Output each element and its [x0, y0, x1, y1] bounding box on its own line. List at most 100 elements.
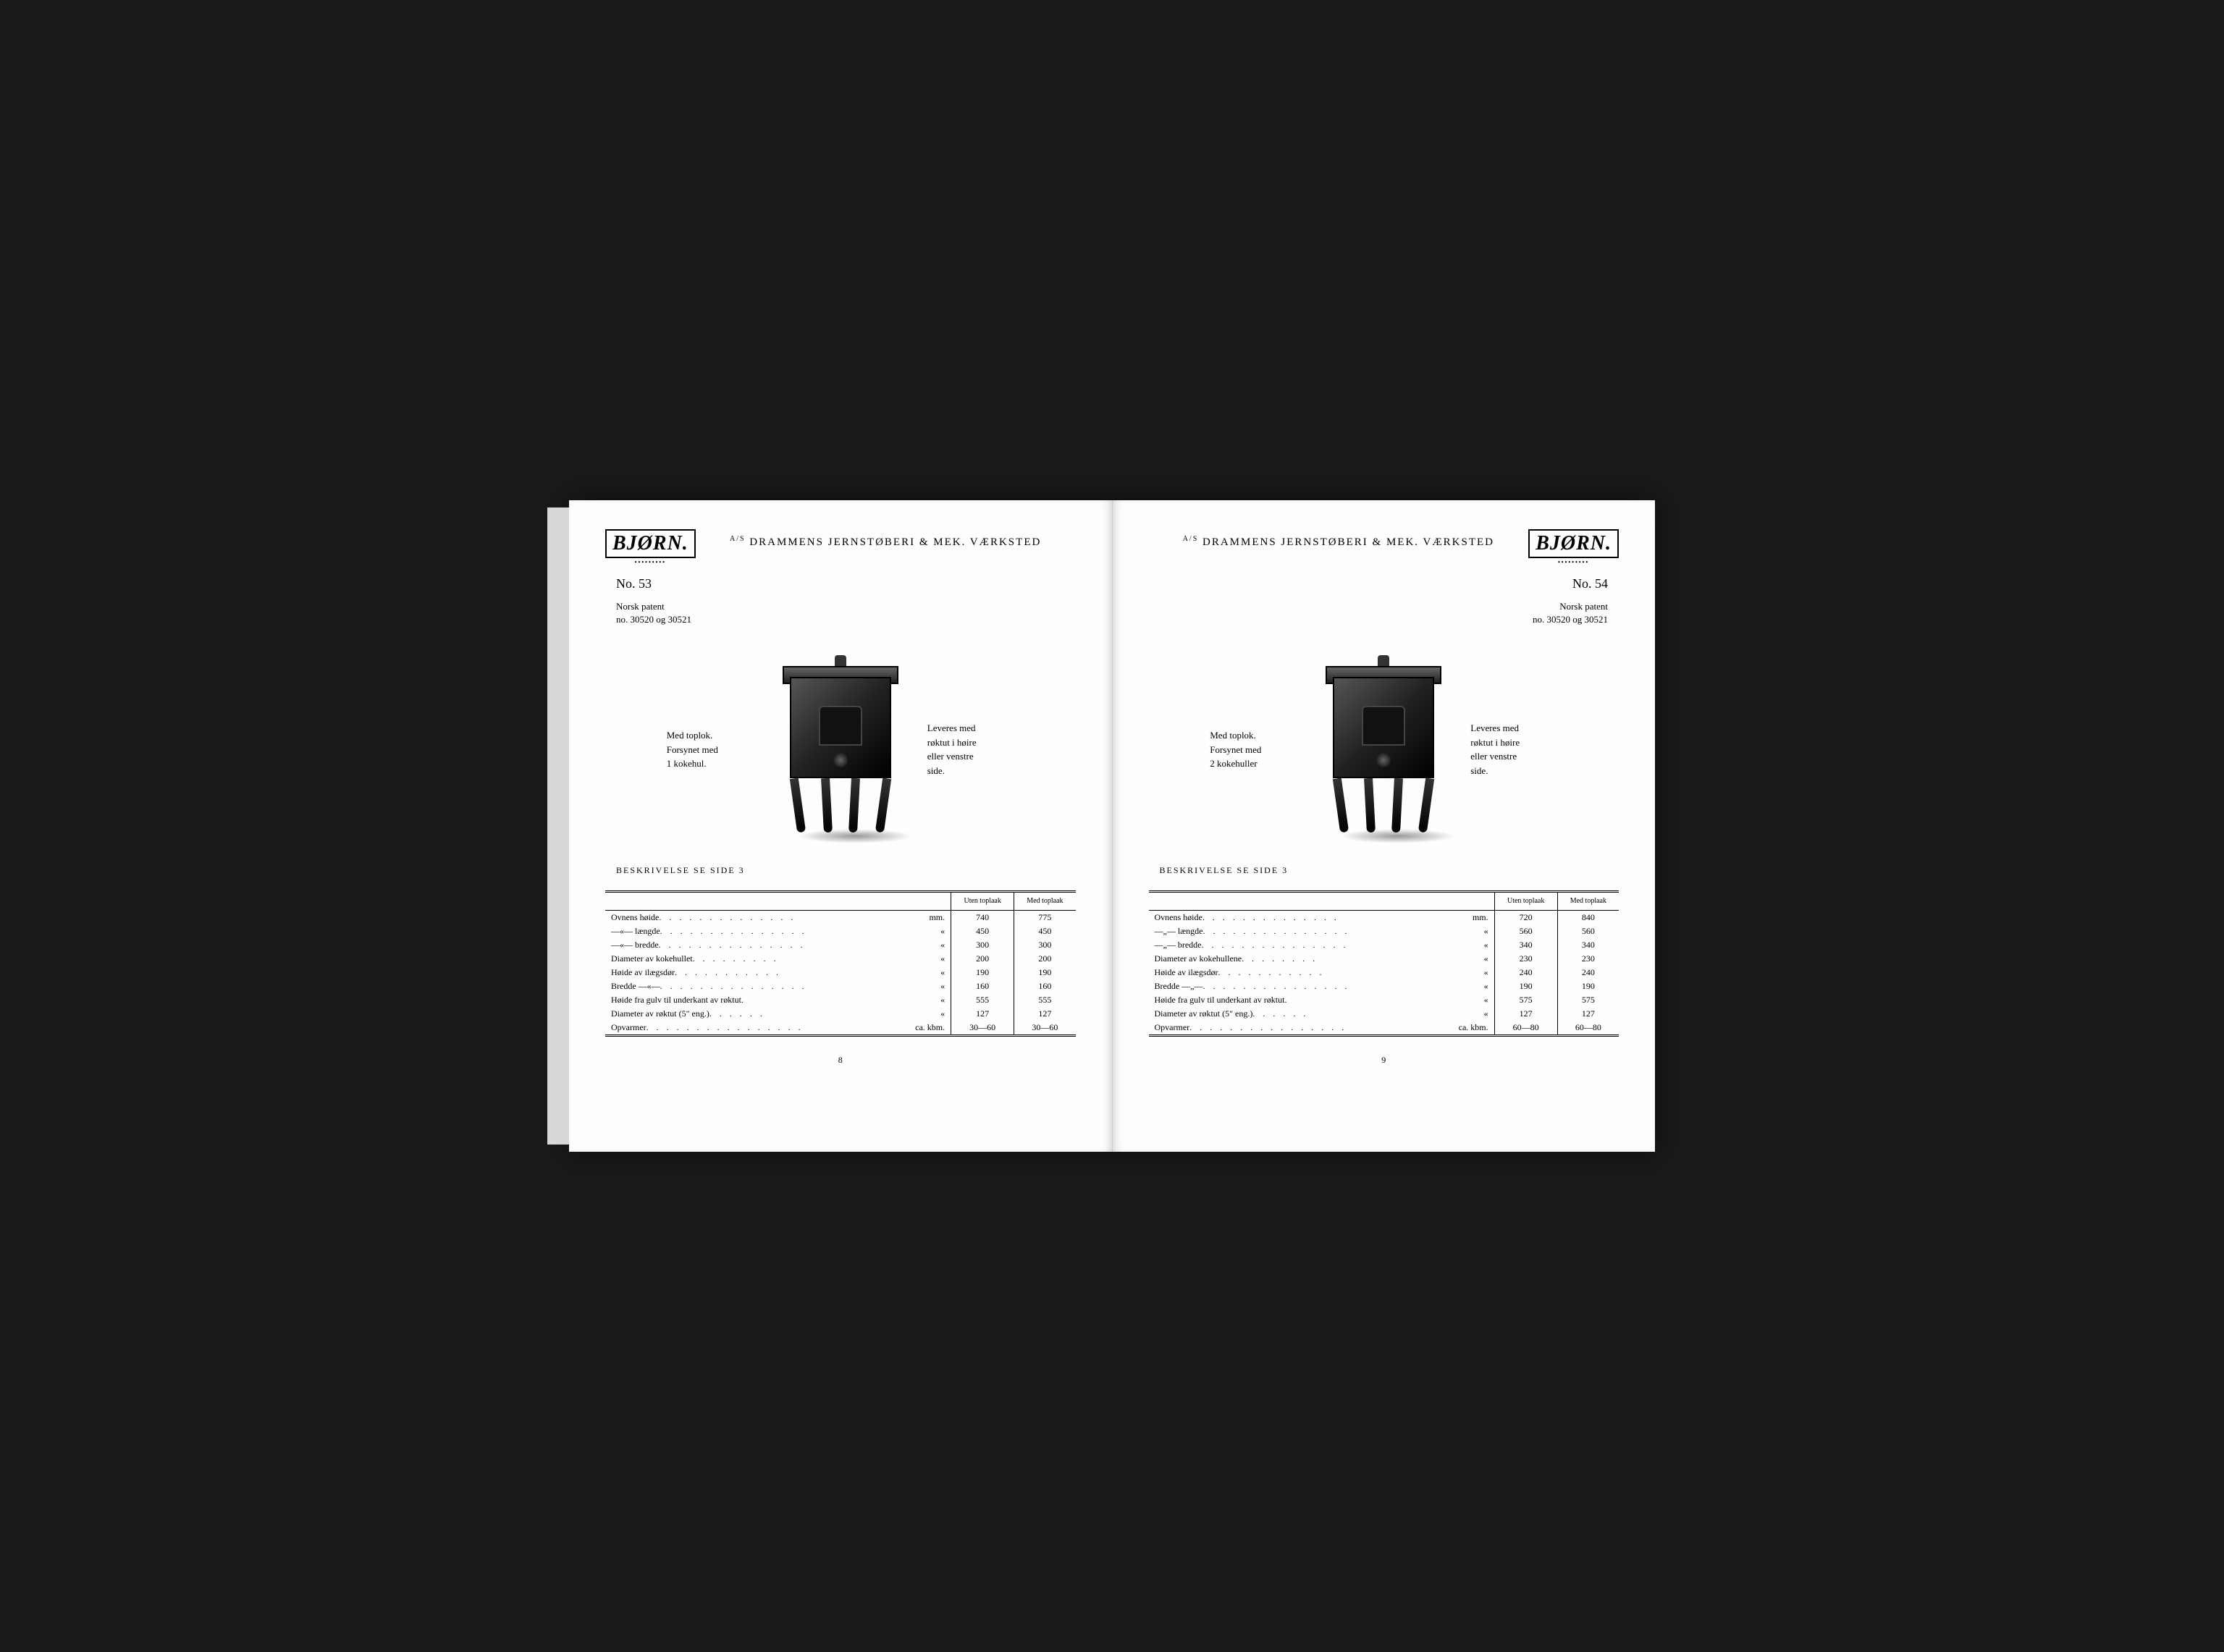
table-row: Ovnens høide . . . . . . . . . . . . . .… [605, 911, 1076, 925]
table-row: Diameter av røktut (5" eng.) . . . . . .… [605, 1007, 1076, 1021]
table-row: Høide fra gulv til underkant av røktut .… [1149, 993, 1619, 1007]
spec-value-1: 560 [1494, 924, 1557, 938]
spec-value-1: 60—80 [1494, 1021, 1557, 1034]
spec-value-2: 450 [1014, 924, 1076, 938]
col-header-1: Uten toplaak [1494, 893, 1557, 911]
table-row: —«— bredde . . . . . . . . . . . . . . .… [605, 938, 1076, 952]
spec-value-2: 60—80 [1557, 1021, 1619, 1034]
side-text-left: Med toplok. Forsynet med 1 kokehul. [667, 728, 754, 771]
table-row: —„— bredde . . . . . . . . . . . . . . .… [1149, 938, 1619, 952]
spec-value-2: 127 [1557, 1007, 1619, 1021]
spec-label: —«— længde . . . . . . . . . . . . . . .… [605, 924, 951, 938]
header-left: BJØRN. No. 53 Norsk patent no. 30520 og … [605, 529, 1076, 626]
book-spread: BJØRN. No. 53 Norsk patent no. 30520 og … [569, 500, 1655, 1152]
spec-value-1: 720 [1494, 911, 1557, 925]
description-reference: BESKRIVELSE SE SIDE 3 [616, 865, 1076, 876]
spec-value-1: 127 [951, 1007, 1014, 1021]
spec-value-1: 30—60 [951, 1021, 1014, 1034]
meta-left: No. 53 Norsk patent no. 30520 og 30521 [616, 576, 696, 626]
patent-line2: no. 30520 og 30521 [1528, 613, 1608, 626]
spec-label: —«— bredde . . . . . . . . . . . . . . .… [605, 938, 951, 952]
col-header-2: Med toplaak [1014, 893, 1076, 911]
brand-logo: BJØRN. [1528, 529, 1619, 558]
spec-label: —„— længde . . . . . . . . . . . . . . .… [1149, 924, 1495, 938]
spec-value-1: 127 [1494, 1007, 1557, 1021]
table-row: Diameter av kokehullene . . . . . . . . … [1149, 952, 1619, 966]
model-number: No. 53 [616, 576, 696, 591]
model-number: No. 54 [1528, 576, 1608, 591]
spec-value-2: 300 [1014, 938, 1076, 952]
table-row: Opvarmer . . . . . . . . . . . . . . . .… [1149, 1021, 1619, 1034]
spec-value-2: 190 [1014, 966, 1076, 979]
spec-value-1: 340 [1494, 938, 1557, 952]
spec-value-2: 240 [1557, 966, 1619, 979]
patent-line2: no. 30520 og 30521 [616, 613, 696, 626]
table-body-right: Ovnens høide . . . . . . . . . . . . . .… [1149, 911, 1619, 1035]
col-header-2: Med toplaak [1557, 893, 1619, 911]
spec-value-2: 575 [1557, 993, 1619, 1007]
table-body-left: Ovnens høide . . . . . . . . . . . . . .… [605, 911, 1076, 1035]
table-row: Høide fra gulv til underkant av røktut .… [605, 993, 1076, 1007]
spec-value-2: 560 [1557, 924, 1619, 938]
stove-illustration [1311, 655, 1456, 843]
spec-value-1: 575 [1494, 993, 1557, 1007]
patent-line1: Norsk patent [1528, 600, 1608, 613]
spec-label: Diameter av røktut (5" eng.) . . . . . .… [1149, 1007, 1495, 1021]
spec-label: Diameter av røktut (5" eng.) . . . . . .… [605, 1007, 951, 1021]
page-right: A/S DRAMMENS JERNSTØBERI & MEK. VÆRKSTED… [1113, 500, 1656, 1152]
spec-value-2: 840 [1557, 911, 1619, 925]
spec-value-2: 340 [1557, 938, 1619, 952]
table-row: Bredde —„— . . . . . . . . . . . . . . .… [1149, 979, 1619, 993]
spec-label: Ovnens høide . . . . . . . . . . . . . .… [605, 911, 951, 925]
spec-value-1: 230 [1494, 952, 1557, 966]
product-area-right: Med toplok. Forsynet med 2 kokehuller Le… [1149, 648, 1619, 851]
col-header-1: Uten toplaak [951, 893, 1014, 911]
table-row: Høide av ilægsdør . . . . . . . . . . . … [1149, 966, 1619, 979]
product-area-left: Med toplok. Forsynet med 1 kokehul. Leve… [605, 648, 1076, 851]
spec-value-1: 160 [951, 979, 1014, 993]
table-row: Ovnens høide . . . . . . . . . . . . . .… [1149, 911, 1619, 925]
table-row: Opvarmer . . . . . . . . . . . . . . . .… [605, 1021, 1076, 1034]
page-number: 8 [605, 1055, 1076, 1066]
page-left: BJØRN. No. 53 Norsk patent no. 30520 og … [569, 500, 1113, 1152]
spec-value-2: 775 [1014, 911, 1076, 925]
spec-value-2: 230 [1557, 952, 1619, 966]
spec-value-2: 30—60 [1014, 1021, 1076, 1034]
spec-label: Opvarmer . . . . . . . . . . . . . . . .… [605, 1021, 951, 1034]
spec-label: Høide av ilægsdør . . . . . . . . . . . … [605, 966, 951, 979]
spec-value-1: 555 [951, 993, 1014, 1007]
page-number: 9 [1149, 1055, 1619, 1066]
spec-value-2: 200 [1014, 952, 1076, 966]
spec-value-2: 127 [1014, 1007, 1076, 1021]
spec-table-right: Uten toplaak Med toplaak Ovnens høide . … [1149, 890, 1619, 1037]
spec-label: Bredde —«— . . . . . . . . . . . . . . .… [605, 979, 951, 993]
spec-label: Høide av ilægsdør . . . . . . . . . . . … [1149, 966, 1495, 979]
company-header: A/S DRAMMENS JERNSTØBERI & MEK. VÆRKSTED [1149, 529, 1529, 549]
spec-value-1: 240 [1494, 966, 1557, 979]
spec-label: Bredde —„— . . . . . . . . . . . . . . .… [1149, 979, 1495, 993]
header-right: A/S DRAMMENS JERNSTØBERI & MEK. VÆRKSTED… [1149, 529, 1619, 626]
description-reference: BESKRIVELSE SE SIDE 3 [1160, 865, 1619, 876]
patent-line1: Norsk patent [616, 600, 696, 613]
stove-illustration [768, 655, 913, 843]
table-row: —„— længde . . . . . . . . . . . . . . .… [1149, 924, 1619, 938]
spec-value-1: 740 [951, 911, 1014, 925]
spec-label: Ovnens høide . . . . . . . . . . . . . .… [1149, 911, 1495, 925]
spec-label: —„— bredde . . . . . . . . . . . . . . .… [1149, 938, 1495, 952]
side-text-right: Leveres med røktut i høire eller venstre… [927, 721, 1014, 777]
company-header: A/S DRAMMENS JERNSTØBERI & MEK. VÆRKSTED [696, 529, 1076, 549]
table-row: Diameter av kokehullet . . . . . . . . .… [605, 952, 1076, 966]
spec-label: Diameter av kokehullet . . . . . . . . .… [605, 952, 951, 966]
spec-label: Høide fra gulv til underkant av røktut .… [605, 993, 951, 1007]
spec-label: Opvarmer . . . . . . . . . . . . . . . .… [1149, 1021, 1495, 1034]
table-row: —«— længde . . . . . . . . . . . . . . .… [605, 924, 1076, 938]
spec-value-1: 300 [951, 938, 1014, 952]
spec-value-1: 200 [951, 952, 1014, 966]
table-row: Diameter av røktut (5" eng.) . . . . . .… [1149, 1007, 1619, 1021]
spec-value-1: 190 [951, 966, 1014, 979]
spec-value-1: 450 [951, 924, 1014, 938]
spec-value-2: 190 [1557, 979, 1619, 993]
spec-label: Høide fra gulv til underkant av røktut .… [1149, 993, 1495, 1007]
table-row: Bredde —«— . . . . . . . . . . . . . . .… [605, 979, 1076, 993]
table-row: Høide av ilægsdør . . . . . . . . . . . … [605, 966, 1076, 979]
